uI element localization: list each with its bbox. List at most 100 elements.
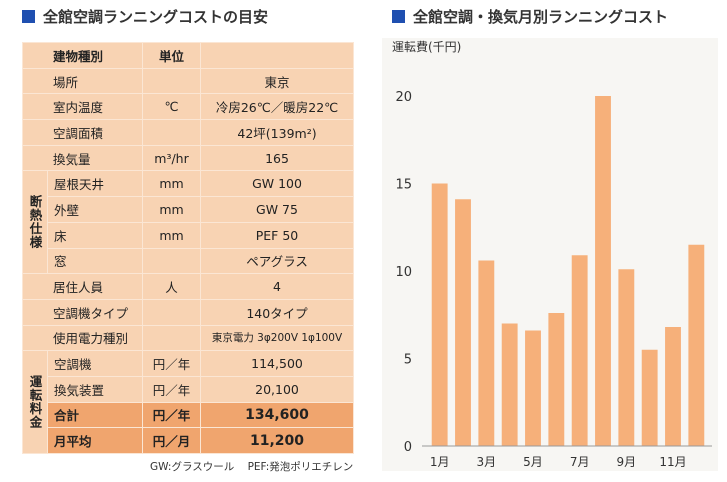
total-row: 合計 円／年 134,600 (23, 401, 354, 429)
x-tick-label: 3月 (477, 455, 497, 469)
chart-title-text: 全館空調・換気月別ランニングコスト (413, 8, 669, 26)
row-value: 42坪(139m²) (200, 119, 354, 146)
y-tick-label: 20 (395, 90, 412, 105)
y-axis-label: 運転費(千円) (392, 40, 462, 54)
bar-12月 (688, 244, 705, 446)
row-unit (142, 119, 202, 146)
bar-5月 (525, 330, 541, 446)
row-unit: ℃ (142, 93, 202, 121)
title-square-icon (22, 10, 35, 23)
table-title: 全館空調ランニングコストの目安 (22, 6, 268, 27)
row-unit: 円／月 (142, 427, 202, 454)
title-square-icon (392, 10, 405, 23)
table-header-row: 建物種別 単位 (21, 42, 354, 69)
row-item: 居住人員 (21, 273, 144, 300)
row-unit (142, 298, 202, 326)
bar-8月 (595, 96, 611, 446)
cost-group-label: 運転料金 (22, 350, 48, 454)
row-item: 換気装置 (46, 375, 144, 403)
row-item: 使用電力種別 (21, 324, 144, 352)
table-row: 居住人員 人 4 (21, 273, 354, 300)
y-tick-label: 15 (395, 178, 412, 193)
header-unit: 単位 (142, 42, 202, 69)
bar-10月 (641, 349, 658, 446)
row-value: ペアグラス (200, 247, 354, 275)
row-item: 月平均 (46, 427, 144, 454)
y-tick-label: 10 (395, 265, 412, 280)
table-row: 床 mm PEF 50 (23, 221, 354, 249)
row-value: 東京電力 3φ200V 1φ100V (200, 324, 354, 352)
row-item: 空調機 (46, 350, 144, 377)
bar-3月 (478, 260, 495, 446)
x-tick-label: 11月 (659, 455, 686, 469)
row-value: 11,200 (200, 427, 354, 454)
row-item: 空調面積 (21, 119, 144, 146)
row-unit: 円／年 (142, 375, 202, 403)
row-unit (142, 67, 202, 95)
y-tick-label: 0 (404, 440, 412, 455)
y-tick-label: 5 (404, 353, 412, 368)
row-item: 室内温度 (21, 93, 144, 121)
x-tick-label: 1月 (430, 455, 450, 469)
bar-2月 (455, 199, 471, 446)
spec-table: 建物種別 単位 場所 東京 室内温度 ℃ 冷房26℃／暖房22℃ 空調面積 42… (21, 42, 354, 454)
row-unit: m³/hr (142, 144, 202, 172)
row-value: 140タイプ (200, 298, 354, 326)
insulation-group-label: 断熱仕様 (22, 170, 48, 275)
bar-11月 (665, 327, 681, 446)
row-value: 20,100 (200, 375, 354, 403)
bar-9月 (618, 269, 635, 446)
row-item: 外壁 (46, 196, 144, 223)
table-row: 運転料金 空調機 円／年 114,500 (22, 350, 354, 454)
table-row: 断熱仕様 屋根天井 mm GW 100 (22, 170, 354, 275)
table-row: 使用電力種別 東京電力 3φ200V 1φ100V (21, 324, 354, 352)
spec-table-panel: 建物種別 単位 場所 東京 室内温度 ℃ 冷房26℃／暖房22℃ 空調面積 42… (21, 42, 354, 454)
row-unit (142, 247, 202, 275)
header-value (200, 42, 354, 69)
row-item: 空調機タイプ (21, 298, 144, 326)
row-unit: 円／年 (142, 401, 202, 429)
monthly-cost-chart: 0 5 10 15 20 1月 3月 5月 7月 9月 11月 (395, 90, 712, 469)
table-row: 空調面積 42坪(139m²) (21, 119, 354, 146)
table-row: 換気量 m³/hr 165 (21, 144, 354, 172)
table-row: 空調機タイプ 140タイプ (21, 298, 354, 326)
header-item: 建物種別 (21, 42, 144, 69)
table-row: 窓 ペアグラス (23, 247, 354, 275)
row-item: 床 (46, 221, 144, 249)
x-tick-label: 5月 (523, 455, 543, 469)
row-unit: mm (142, 170, 202, 198)
table-note: GW:グラスウール PEF:発泡ポリエチレン (150, 459, 363, 474)
bar-6月 (548, 313, 565, 446)
table-row: 場所 東京 (21, 67, 354, 95)
row-unit: 円／年 (142, 350, 202, 377)
note-gw: GW:グラスウール (150, 461, 235, 473)
bar-4月 (501, 323, 518, 446)
x-tick-label: 9月 (617, 455, 637, 469)
row-value: PEF 50 (200, 221, 354, 249)
table-row: 外壁 mm GW 75 (23, 196, 354, 223)
table-row: 室内温度 ℃ 冷房26℃／暖房22℃ (21, 93, 354, 121)
row-item: 場所 (21, 67, 144, 95)
row-item: 屋根天井 (46, 170, 144, 198)
row-unit: 人 (142, 273, 202, 300)
row-unit: mm (142, 196, 202, 223)
row-value: 165 (200, 144, 354, 172)
row-value: GW 100 (200, 170, 354, 198)
row-item: 合計 (46, 401, 144, 429)
table-row: 換気装置 円／年 20,100 (23, 375, 354, 403)
row-item: 窓 (46, 247, 144, 275)
row-value: 東京 (200, 67, 354, 95)
row-value: 4 (200, 273, 354, 300)
bar-7月 (571, 255, 588, 446)
row-item: 換気量 (21, 144, 144, 172)
chart-title: 全館空調・換気月別ランニングコスト (392, 6, 668, 27)
row-unit: mm (142, 221, 202, 249)
bar-1月 (431, 183, 448, 446)
row-value: 134,600 (200, 401, 354, 429)
total-row: 月平均 円／月 11,200 (23, 427, 354, 454)
row-value: GW 75 (200, 196, 354, 223)
x-tick-label: 7月 (570, 455, 590, 469)
row-value: 114,500 (200, 350, 354, 377)
note-pef: PEF:発泡ポリエチレン (247, 461, 354, 473)
row-value: 冷房26℃／暖房22℃ (200, 93, 354, 121)
